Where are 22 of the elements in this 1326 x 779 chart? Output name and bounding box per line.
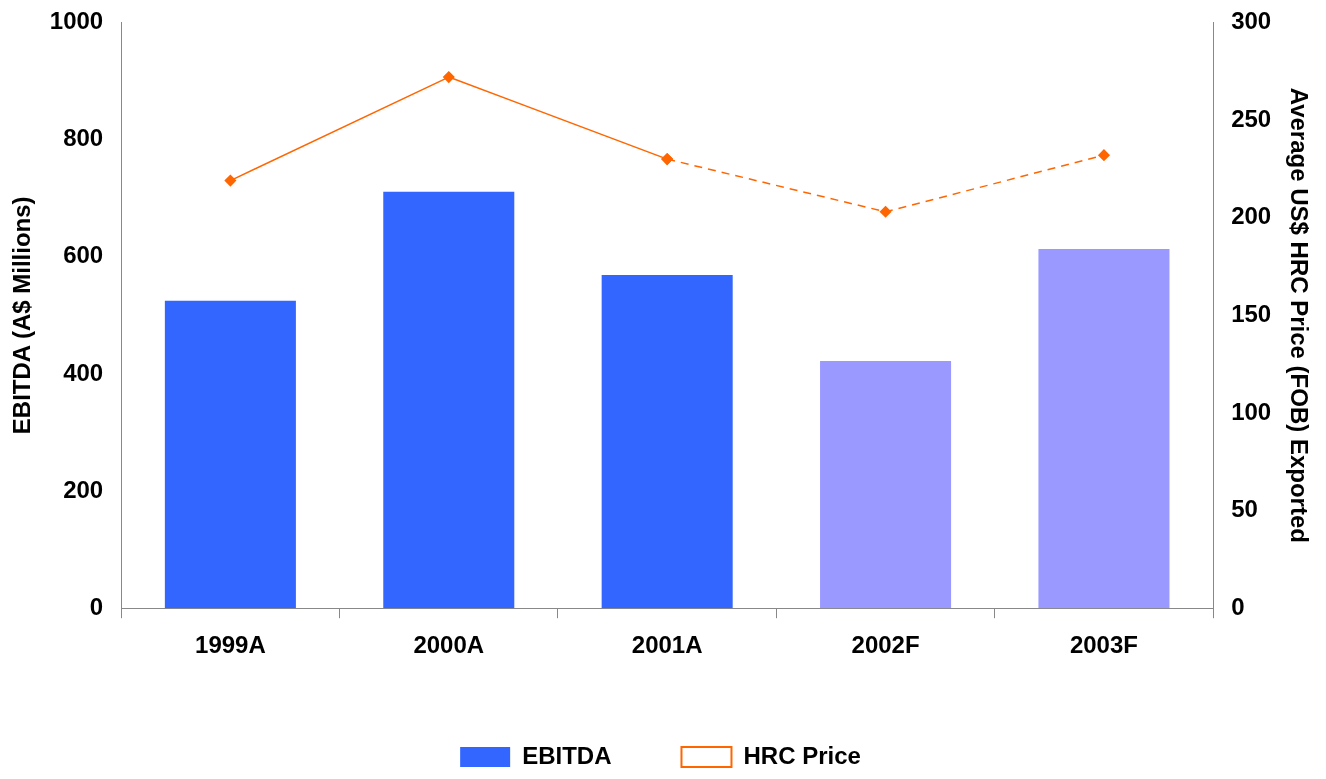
legend-label: HRC Price (743, 741, 861, 769)
y-axis-title: EBITDA (A$ Millions) (8, 196, 36, 435)
x-tick-label: 2002F (851, 631, 920, 659)
y2-tick-label: 300 (1231, 7, 1272, 35)
x-tick-label: 2001A (631, 631, 703, 659)
legend-label: EBITDA (522, 741, 612, 769)
y2-tick-label: 50 (1231, 495, 1258, 523)
x-tick-label: 2000A (413, 631, 485, 659)
y-tick-label: 600 (63, 241, 104, 269)
y2-axis-title: Average US$ HRC Price (FOB) Exported (1285, 87, 1313, 543)
x-tick-label: 1999A (195, 631, 266, 659)
y2-tick-label: 250 (1231, 104, 1272, 132)
y2-tick-label: 100 (1231, 397, 1272, 425)
y-tick-label: 0 (89, 592, 104, 620)
y2-tick-label: 200 (1231, 202, 1272, 230)
y2-tick-label: 150 (1231, 299, 1272, 327)
y-tick-label: 800 (63, 124, 104, 152)
y-tick-label: 1000 (49, 7, 104, 35)
y-tick-label: 400 (63, 358, 104, 386)
x-tick-label: 2003F (1069, 631, 1138, 659)
y-tick-label: 200 (63, 475, 104, 503)
y2-tick-label: 0 (1231, 592, 1245, 620)
